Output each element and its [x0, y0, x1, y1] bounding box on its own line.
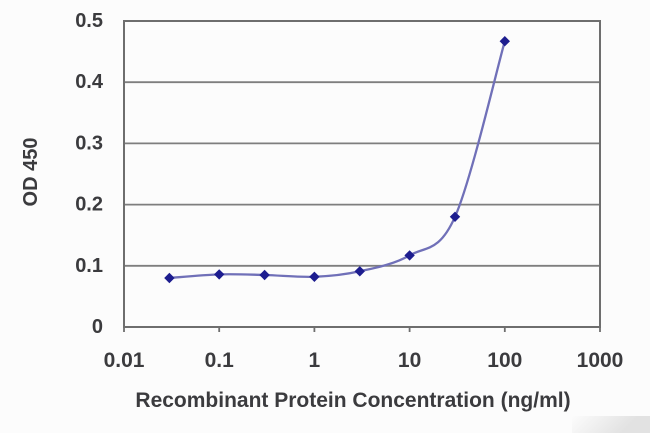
y-tick-label: 0.5 [75, 10, 103, 32]
x-tick-label: 100 [487, 349, 522, 372]
data-point-marker [214, 269, 225, 280]
y-axis-title: OD 450 [20, 138, 42, 207]
data-point-marker [499, 36, 510, 47]
y-tick-label: 0.3 [75, 132, 103, 154]
y-tick-label: 0.2 [75, 194, 103, 216]
plot-border [123, 20, 601, 328]
data-point-marker [404, 250, 415, 261]
data-point-marker [354, 266, 365, 277]
x-tick-label: 10 [398, 349, 421, 372]
y-tick-label: 0 [92, 316, 103, 338]
data-point-marker [259, 269, 270, 281]
y-tick-label: 0.1 [75, 255, 103, 277]
x-axis-title: Recombinant Protein Concentration (ng/ml… [135, 389, 570, 412]
data-point-marker [309, 271, 320, 282]
data-point-marker [164, 272, 175, 284]
data-point-marker [449, 211, 461, 222]
x-tick-label: 1 [309, 349, 321, 372]
data-curve [168, 40, 506, 280]
x-tick-label: 0.1 [205, 349, 235, 372]
x-tick-label: 1000 [577, 349, 624, 372]
y-tick-label: 0.4 [75, 71, 104, 93]
x-tick-label: 0.01 [104, 349, 145, 372]
